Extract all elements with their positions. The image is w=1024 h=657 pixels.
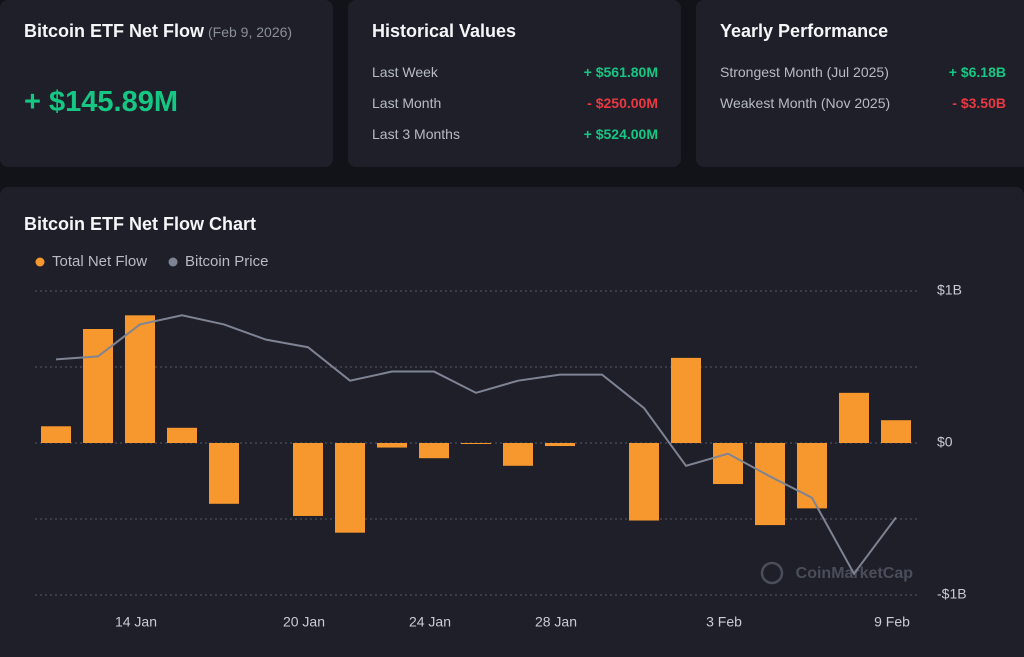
bar: [209, 443, 239, 504]
bar: [755, 443, 785, 526]
bar: [461, 443, 491, 444]
bar: [83, 329, 113, 443]
row-label: Last 3 Months: [372, 126, 460, 142]
card-date: (Feb 9, 2026): [208, 24, 293, 40]
historical-card: Historical Values Last Week + $561.80M Las…: [348, 0, 681, 167]
row-value: - $250.00M: [587, 95, 658, 111]
card-title-text: Bitcoin ETF Net Flow: [24, 21, 204, 41]
row-label: Strongest Month (Jul 2025): [720, 64, 889, 80]
net-flow-value: + $145.89M: [24, 86, 178, 118]
x-tick-label: 20 Jan: [283, 614, 325, 630]
chart-title: Bitcoin ETF Net Flow Chart: [24, 214, 256, 234]
legend-marker: [168, 257, 178, 267]
bar: [293, 443, 323, 516]
bar: [41, 426, 71, 443]
bar: [629, 443, 659, 521]
x-tick-label: 28 Jan: [535, 614, 577, 630]
x-tick-label: 14 Jan: [115, 614, 157, 630]
x-tick-label: 3 Feb: [706, 614, 742, 630]
y-tick-label: $0: [937, 434, 953, 450]
row-label: Weakest Month (Nov 2025): [720, 95, 891, 111]
bar: [545, 443, 575, 447]
card-title: Yearly Performance: [720, 21, 889, 41]
watermark-logo: [760, 561, 784, 585]
bar: [125, 315, 155, 443]
price-line: [55, 314, 897, 576]
x-tick-label: 9 Feb: [874, 614, 910, 630]
card-title: Bitcoin ETF Net Flow (Feb 9, 2026): [24, 21, 292, 42]
row-label: Last Month: [372, 95, 442, 111]
bar: [881, 420, 911, 443]
bar: [419, 443, 449, 459]
bar: [377, 443, 407, 448]
row-value: + $561.80M: [583, 64, 658, 80]
bar: [335, 443, 365, 533]
legend-label: Total Net Flow: [52, 253, 147, 270]
chart-card: Bitcoin ETF Net Flow Chart $1B $0 -$1B Tota…: [0, 187, 1024, 657]
bar: [167, 427, 197, 443]
net-flow-card: Bitcoin ETF Net Flow (Feb 9, 2026) + $145…: [0, 0, 333, 167]
bar: [503, 443, 533, 466]
row-label: Last Week: [372, 64, 438, 80]
bar: [713, 443, 743, 485]
row-value: - $3.50B: [952, 95, 1006, 111]
chart: Bitcoin ETF Net Flow Chart $1B $0 -$1B Tota…: [24, 214, 967, 630]
yearly-card: Yearly Performance Strongest Month (Jul …: [696, 0, 1024, 167]
x-tick-label: 24 Jan: [409, 614, 451, 630]
bar: [671, 357, 701, 443]
row-value: + $524.00M: [583, 126, 658, 142]
legend-marker: [35, 257, 45, 267]
y-tick-label: $1B: [937, 282, 962, 298]
y-tick-label: -$1B: [937, 586, 967, 602]
bar: [839, 392, 869, 443]
card-title: Historical Values: [372, 21, 517, 41]
legend-label: Bitcoin Price: [185, 253, 268, 270]
row-value: + $6.18B: [948, 64, 1006, 80]
